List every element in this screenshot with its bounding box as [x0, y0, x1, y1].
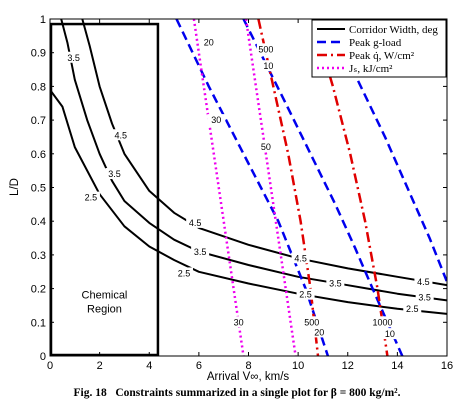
series-line-heat-rate-500 [257, 19, 320, 356]
contour-label-bg [302, 316, 321, 328]
contour-label-bg [310, 326, 329, 338]
contour-label: 2.5 [85, 193, 98, 203]
contour-label: 2.5 [178, 268, 191, 278]
contour-label-bg [207, 114, 226, 126]
contour-label-bg [259, 60, 278, 72]
x-tick-label: 6 [196, 360, 202, 372]
contour-label: 4.5 [114, 130, 127, 140]
contour-label: 30 [211, 115, 221, 125]
contour-label-bg [414, 275, 433, 287]
contour-label-bg [296, 288, 315, 300]
contour-label: 3.5 [67, 53, 80, 63]
series-line-heat-load-20 [244, 19, 297, 356]
contour-label-bg [105, 168, 124, 180]
y-tick-label: 0.5 [31, 183, 46, 195]
contour-label-bg [326, 277, 345, 289]
contour-label-bg [191, 246, 210, 258]
contour-label-bg [373, 316, 392, 328]
x-tick-label: 12 [342, 360, 354, 372]
chemical-region-box [49, 22, 160, 357]
contour-label: 500 [258, 44, 273, 54]
y-tick-label: 0.9 [31, 48, 46, 60]
x-tick-label: 16 [441, 360, 453, 372]
y-tick-label: 0.3 [31, 250, 46, 262]
contour-label: 1000 [372, 317, 392, 327]
y-tick-label: 0 [40, 351, 46, 363]
y-axis-label: L/D [9, 178, 21, 196]
contour-label: 4.5 [189, 218, 202, 228]
contour-label-bg [415, 291, 434, 303]
y-tick-label: 0.2 [31, 284, 46, 296]
contour-label: 2.5 [406, 304, 419, 314]
contour-label: 3.5 [329, 279, 342, 289]
x-tick-label: 10 [292, 360, 304, 372]
contour-label: 20 [314, 327, 324, 337]
contour-label: 10 [263, 61, 273, 71]
chart: Chemical Region 2.5 2.5 2.5 2.5 3.5 3.5 3.5 3.5 3… [9, 14, 453, 383]
x-tick-label: 14 [391, 360, 403, 372]
contour-label: 30 [234, 317, 244, 327]
contour-label: 500 [304, 317, 319, 327]
series-line-corridor-4.5 [81, 19, 447, 287]
contour-label-bg [256, 43, 275, 55]
contour-label-bg [291, 252, 310, 264]
contour-label-bg [199, 36, 218, 48]
series-line-heat-load-30 [192, 19, 245, 356]
series-line-g-load-20 [175, 19, 330, 356]
series-line-heat-rate-1000 [311, 19, 389, 356]
y-tick-label: 0.7 [31, 115, 46, 127]
contour-label: 3.5 [108, 169, 121, 179]
caption-prefix: Fig. 18 [73, 387, 107, 399]
contour-label: 4.5 [294, 253, 307, 263]
contour-label-bg [403, 302, 422, 314]
contour-label-bg [229, 316, 248, 328]
series-line-corridor-2.5 [50, 89, 447, 315]
contour-label-bg [81, 191, 100, 203]
contour-label-bg [64, 51, 83, 63]
y-tick-label: 0.8 [31, 81, 46, 93]
contour-label-bg [111, 129, 130, 141]
legend-entry: Corridor Width, deg [349, 24, 438, 36]
x-axis-label: Arrival V∞, km/s [207, 371, 290, 383]
figure-caption: Fig. 18 Constraints summarized in a sing… [0, 387, 474, 399]
y-tick-label: 1 [40, 14, 46, 26]
contour-label: 10 [385, 329, 395, 339]
y-tick-label: 0.6 [31, 149, 46, 161]
contour-label-bg [186, 216, 205, 228]
legend-entry: Peak q̇, W/cm² [349, 50, 415, 62]
caption-text: Constraints summarized in a single plot … [115, 387, 401, 399]
x-tick-label: 8 [245, 360, 251, 372]
legend-entry: Jₛ, kJ/cm² [349, 63, 393, 75]
contour-label: 20 [204, 38, 214, 48]
chemical-region-label-line2: Region [87, 304, 122, 316]
contour-label-bg [256, 141, 275, 153]
contour-label: 3.5 [418, 292, 431, 302]
contour-label: 50 [261, 142, 271, 152]
contour-label: 4.5 [417, 277, 430, 287]
legend-entry: Peak g-load [349, 37, 402, 49]
y-tick-label: 0.4 [31, 216, 46, 228]
x-tick-label: 2 [97, 360, 103, 372]
contour-label-bg [174, 267, 193, 279]
contour-label-bg [380, 328, 399, 340]
contour-label: 3.5 [194, 247, 207, 257]
x-tick-label: 0 [47, 360, 53, 372]
chemical-region-label-line1: Chemical [82, 290, 128, 302]
y-tick-label: 0.1 [31, 317, 46, 329]
contour-label: 2.5 [299, 290, 312, 300]
x-tick-label: 4 [146, 360, 152, 372]
